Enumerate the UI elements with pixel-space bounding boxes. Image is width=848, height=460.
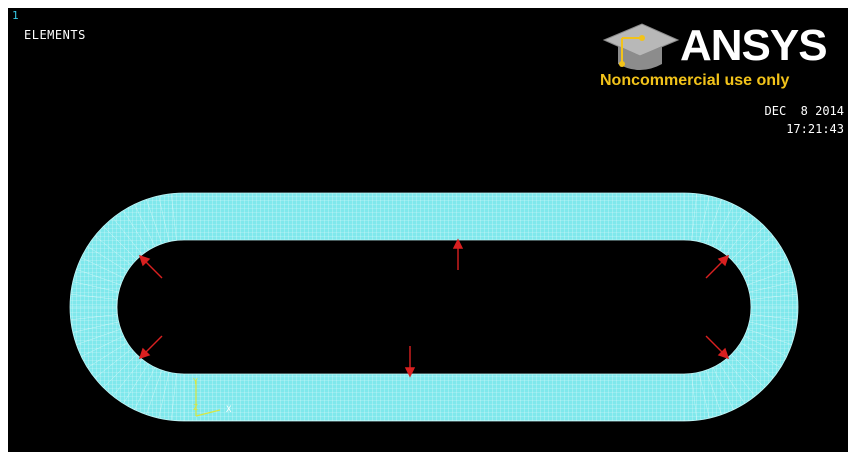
mesh-radial-line [698, 195, 710, 242]
pressure-arrow-icon [705, 335, 730, 360]
mesh-radial-line [747, 269, 792, 286]
mesh-radial-line [705, 199, 722, 244]
mesh-radial-line [112, 217, 143, 255]
pressure-arrow-icon [138, 335, 163, 360]
pressure-arrow-icon [452, 238, 464, 270]
mesh-radial-line [725, 359, 756, 397]
mesh-radial-line [76, 328, 121, 345]
mesh-radial-line [158, 195, 170, 242]
mesh-radial-line [158, 372, 170, 419]
element-mesh [69, 192, 799, 422]
graphics-window[interactable]: 1 ELEMENTS ANSYS Noncommercial use only … [8, 8, 848, 452]
mesh-radial-line [112, 359, 143, 397]
mesh-radial-line [94, 348, 132, 379]
mesh-radial-line [146, 199, 163, 244]
mesh-radial-line [712, 367, 734, 410]
mesh-radial-line [750, 293, 798, 300]
mesh-radial-line [72, 321, 119, 333]
mesh-radial-line [736, 235, 774, 266]
mesh-radial-line [725, 217, 756, 255]
mesh-radial-line [736, 348, 774, 379]
pressure-arrow-icon [705, 254, 730, 279]
mesh-radial-line [94, 235, 132, 266]
coordinate-triad: Y Z X [193, 377, 232, 417]
mesh-radial-line [170, 193, 177, 241]
ansys-wordmark: ANSYS [680, 21, 828, 70]
mesh-radial-line [134, 367, 156, 410]
mesh-radial-line [744, 257, 787, 279]
mesh-radial-line [123, 210, 149, 251]
plot-type-label: ELEMENTS [24, 28, 86, 42]
mesh-radial-line [750, 314, 798, 321]
mesh-radial-line [81, 335, 124, 357]
mesh-radial-line [705, 370, 722, 415]
mesh-radial-line [744, 335, 787, 357]
ansys-logo: ANSYS Noncommercial use only [600, 14, 848, 100]
right-end-radial-lines [683, 193, 798, 421]
mesh-radial-line [134, 204, 156, 247]
mesh-radial-line [123, 363, 149, 404]
mesh-radial-line [740, 342, 781, 368]
mesh-radial-line [70, 314, 118, 321]
mesh-radial-line [87, 246, 128, 272]
mesh-radial-line [76, 269, 121, 286]
mesh-radial-line [712, 204, 734, 247]
mesh-radial-line [87, 342, 128, 368]
pressure-arrow-icon [138, 254, 163, 279]
triad-x-label: X [226, 405, 232, 415]
triad-z-label: Z [193, 403, 198, 412]
mortarboard-icon [602, 23, 680, 70]
pressure-arrow-icon [404, 346, 416, 378]
noncommercial-watermark: Noncommercial use only [600, 72, 790, 89]
mesh-radial-line [146, 370, 163, 415]
mesh-radial-line [749, 321, 796, 333]
mesh-radial-line [103, 226, 137, 260]
mesh-radial-line [749, 281, 796, 293]
mesh-plot[interactable]: Y Z X [8, 8, 848, 452]
mesh-radial-line [731, 354, 765, 388]
window-number: 1 [12, 9, 19, 22]
plot-date: DEC 8 2014 [764, 104, 844, 118]
mesh-radial-line [719, 363, 745, 404]
mesh-radial-line [72, 281, 119, 293]
mesh-radial-line [70, 293, 118, 300]
mesh-radial-line [170, 373, 177, 421]
mesh-radial-line [731, 226, 765, 260]
mesh-radial-line [691, 373, 698, 421]
left-end-radial-lines [70, 193, 185, 421]
mesh-radial-line [719, 210, 745, 251]
mesh-radial-line [81, 257, 124, 279]
mesh-radial-line [698, 372, 710, 419]
mesh-radial-line [740, 246, 781, 272]
mesh-radial-line [691, 193, 698, 241]
mesh-radial-line [747, 328, 792, 345]
triad-y-label: Y [193, 377, 198, 386]
plot-time: 17:21:43 [786, 122, 844, 136]
mesh-radial-line [103, 354, 137, 388]
